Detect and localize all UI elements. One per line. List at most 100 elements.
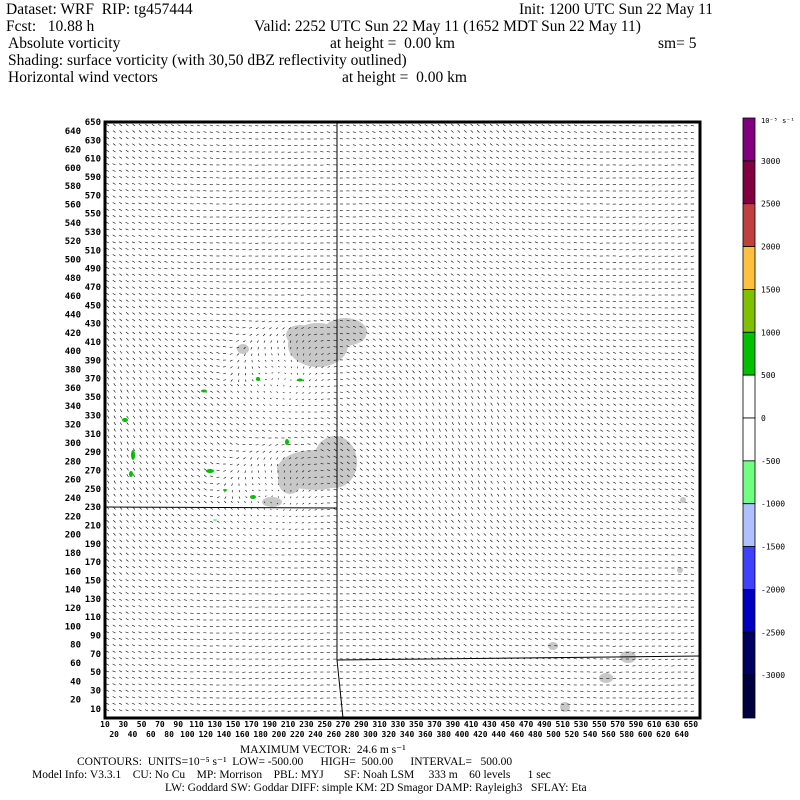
wind-vector	[112, 318, 116, 322]
wind-vector	[619, 436, 623, 439]
wind-vector	[196, 242, 201, 244]
wind-vector	[392, 124, 396, 127]
wind-vector	[560, 196, 565, 198]
wind-vector	[196, 151, 201, 153]
wind-vector	[177, 364, 181, 367]
wind-vector	[515, 163, 519, 166]
reflectivity-area	[323, 318, 367, 346]
wind-vector	[593, 164, 597, 166]
wind-vector	[483, 331, 487, 335]
wind-vector	[470, 344, 474, 348]
wind-vector	[567, 409, 571, 413]
wind-vector	[152, 376, 155, 380]
wind-vector	[470, 234, 474, 237]
wind-vector	[385, 215, 389, 218]
wind-vector	[450, 279, 454, 283]
wind-vector	[542, 415, 545, 419]
wind-vector	[399, 441, 402, 445]
wind-vector	[502, 130, 506, 133]
wind-vector	[236, 353, 240, 356]
wind-vector	[471, 389, 474, 393]
wind-vector	[372, 468, 376, 471]
wind-vector	[314, 346, 318, 349]
wind-vector	[326, 307, 331, 309]
wind-vector	[528, 254, 532, 257]
wind-vector	[418, 383, 422, 387]
wind-vector	[120, 396, 123, 400]
wind-vector	[411, 156, 415, 159]
wind-vector	[288, 424, 292, 426]
wind-vector	[255, 327, 259, 330]
wind-vector	[516, 370, 519, 374]
wind-vector	[158, 448, 162, 452]
wind-vector	[508, 202, 513, 205]
wind-vector	[125, 331, 129, 335]
wind-vector	[320, 307, 324, 309]
wind-vector	[528, 196, 532, 198]
wind-vector	[229, 429, 233, 432]
wind-vector	[183, 131, 188, 133]
wind-vector	[555, 428, 558, 432]
wind-vector	[106, 396, 110, 400]
wind-vector	[476, 163, 480, 166]
wind-vector	[164, 286, 168, 289]
wind-vector	[249, 416, 253, 419]
wind-vector	[359, 294, 363, 296]
wind-vector	[548, 428, 552, 432]
wind-vector	[535, 318, 539, 322]
wind-vector	[359, 163, 363, 166]
wind-vector	[276, 398, 279, 400]
wind-vector	[542, 435, 545, 439]
wind-vector	[398, 306, 402, 309]
wind-vector	[477, 383, 480, 387]
wind-vector	[378, 280, 383, 283]
wind-vector	[346, 274, 350, 276]
wind-vector	[521, 254, 526, 257]
wind-vector	[522, 286, 526, 289]
wind-vector	[437, 130, 441, 133]
wind-vector	[425, 467, 428, 471]
wind-vector	[170, 325, 175, 328]
wind-vector	[263, 384, 266, 387]
wind-vector	[164, 254, 168, 257]
wind-vector	[554, 248, 558, 250]
wind-vector	[216, 326, 220, 328]
wind-vector	[522, 441, 526, 445]
wind-vector	[619, 138, 623, 140]
wind-vector	[418, 370, 422, 374]
wind-vector	[516, 448, 519, 452]
wind-vector	[366, 396, 370, 400]
wind-vector	[554, 338, 558, 341]
wind-vector	[353, 345, 357, 348]
wind-vector	[405, 383, 409, 387]
wind-vector	[528, 130, 532, 133]
wind-vector	[119, 221, 123, 224]
wind-vector	[346, 358, 350, 361]
wind-vector	[606, 345, 610, 348]
wind-vector	[190, 338, 194, 341]
wind-vector	[515, 292, 519, 296]
wind-vector	[132, 260, 136, 263]
wind-vector	[229, 422, 233, 426]
wind-vector	[548, 409, 552, 413]
wind-vector	[457, 286, 461, 289]
wind-vector	[469, 221, 474, 224]
wind-vector	[535, 428, 539, 432]
wind-vector	[418, 241, 422, 244]
wind-vector	[242, 125, 246, 127]
wind-vector	[437, 228, 441, 231]
wind-vector	[418, 305, 422, 309]
wind-vector	[438, 448, 441, 452]
wind-vector	[484, 460, 487, 465]
wind-vector	[392, 390, 396, 393]
wind-vector	[567, 332, 571, 335]
wind-vector	[645, 384, 649, 387]
wind-vector	[197, 364, 201, 367]
wind-vector	[574, 454, 578, 458]
wind-vector	[600, 422, 604, 426]
wind-vector	[541, 124, 545, 127]
wind-vector	[314, 470, 318, 472]
wind-vector	[684, 403, 688, 406]
wind-vector	[561, 429, 565, 432]
wind-vector	[158, 331, 162, 335]
